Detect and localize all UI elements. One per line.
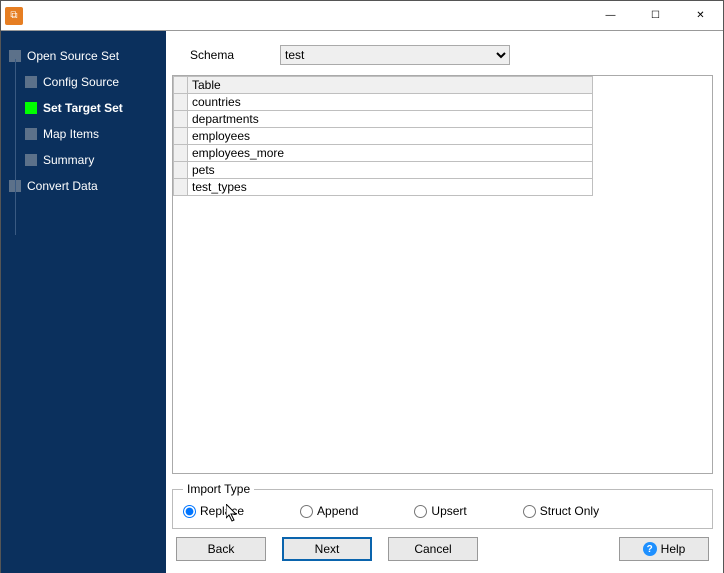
cancel-button[interactable]: Cancel xyxy=(388,537,478,561)
table-cell[interactable]: test_types xyxy=(188,179,593,196)
help-icon: ? xyxy=(643,542,657,556)
content-pane: Schema test Table countriesdepartmentsem… xyxy=(166,31,723,573)
app-icon: ⧉ xyxy=(5,7,23,25)
maximize-button[interactable]: ☐ xyxy=(633,1,678,30)
import-type-group: Import Type Replace Append Upsert Struct On… xyxy=(172,482,713,529)
row-handle[interactable] xyxy=(174,94,188,111)
help-label: Help xyxy=(661,542,686,556)
table-row[interactable]: departments xyxy=(174,111,593,128)
import-radio-label: Struct Only xyxy=(540,504,599,518)
import-radio-label: Upsert xyxy=(431,504,466,518)
step-label: Summary xyxy=(43,153,94,167)
table-row[interactable]: test_types xyxy=(174,179,593,196)
help-button[interactable]: ? Help xyxy=(619,537,709,561)
import-option-upsert[interactable]: Upsert xyxy=(414,504,466,518)
table-cell[interactable]: pets xyxy=(188,162,593,179)
import-type-legend: Import Type xyxy=(183,482,254,496)
import-option-replace[interactable]: Replace xyxy=(183,504,244,518)
import-option-struct-only[interactable]: Struct Only xyxy=(523,504,599,518)
wizard-step-summary[interactable]: Summary xyxy=(1,147,166,173)
next-button[interactable]: Next xyxy=(282,537,372,561)
step-bullet-icon xyxy=(25,154,37,166)
step-bullet-icon xyxy=(25,102,37,114)
step-label: Open Source Set xyxy=(27,49,119,63)
wizard-step-config-source[interactable]: Config Source xyxy=(1,69,166,95)
table-cell[interactable]: employees xyxy=(188,128,593,145)
table-row[interactable]: employees_more xyxy=(174,145,593,162)
import-radio[interactable] xyxy=(523,505,536,518)
step-label: Convert Data xyxy=(27,179,98,193)
row-handle[interactable] xyxy=(174,128,188,145)
row-header-blank xyxy=(174,77,188,94)
wizard-step-set-target-set[interactable]: Set Target Set xyxy=(1,95,166,121)
wizard-step-open-source-set[interactable]: Open Source Set xyxy=(1,43,166,69)
wizard-step-map-items[interactable]: Map Items xyxy=(1,121,166,147)
schema-label: Schema xyxy=(190,48,280,62)
wizard-sidebar: Open Source Set Config Source Set Target S… xyxy=(1,31,166,573)
step-label: Config Source xyxy=(43,75,119,89)
step-label: Map Items xyxy=(43,127,99,141)
import-radio[interactable] xyxy=(300,505,313,518)
table-row[interactable]: pets xyxy=(174,162,593,179)
import-radio[interactable] xyxy=(414,505,427,518)
minimize-button[interactable]: — xyxy=(588,1,633,30)
import-option-append[interactable]: Append xyxy=(300,504,358,518)
table-cell[interactable]: employees_more xyxy=(188,145,593,162)
titlebar: ⧉ — ☐ ✕ xyxy=(1,1,723,31)
back-button[interactable]: Back xyxy=(176,537,266,561)
table-row[interactable]: countries xyxy=(174,94,593,111)
step-label: Set Target Set xyxy=(43,101,123,115)
row-handle[interactable] xyxy=(174,162,188,179)
row-handle[interactable] xyxy=(174,111,188,128)
step-bullet-icon xyxy=(25,128,37,140)
table-cell[interactable]: departments xyxy=(188,111,593,128)
table-list[interactable]: Table countriesdepartmentsemployeesemplo… xyxy=(172,75,713,474)
wizard-step-convert-data[interactable]: Convert Data xyxy=(1,173,166,199)
schema-select[interactable]: test xyxy=(280,45,510,65)
import-radio[interactable] xyxy=(183,505,196,518)
close-button[interactable]: ✕ xyxy=(678,1,723,30)
row-handle[interactable] xyxy=(174,145,188,162)
table-row[interactable]: employees xyxy=(174,128,593,145)
step-bullet-icon xyxy=(25,76,37,88)
table-column-header[interactable]: Table xyxy=(188,77,593,94)
import-radio-label: Replace xyxy=(200,504,244,518)
row-handle[interactable] xyxy=(174,179,188,196)
table-cell[interactable]: countries xyxy=(188,94,593,111)
import-radio-label: Append xyxy=(317,504,358,518)
